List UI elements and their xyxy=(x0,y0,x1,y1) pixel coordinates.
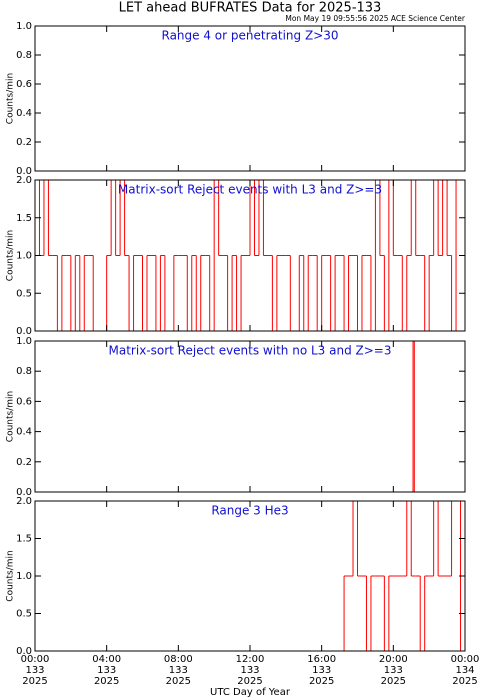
x-tick-label: 04:00 xyxy=(92,654,121,665)
panel-frame xyxy=(34,25,466,172)
y-tick-label: 0.6 xyxy=(16,396,32,407)
x-tick-label: 16:00 xyxy=(307,654,336,665)
y-tick-label: 1.0 xyxy=(16,21,32,32)
y-tick-label: 2.0 xyxy=(16,496,32,507)
y-tick-label: 1.0 xyxy=(16,571,32,582)
y-tick-label: 0.8 xyxy=(16,50,32,61)
chart-subtitle: Mon May 19 09:55:56 2025 ACE Science Cen… xyxy=(285,14,466,23)
y-tick-label: 0.6 xyxy=(16,79,32,90)
y-tick-label: 0.2 xyxy=(16,137,32,148)
x-tick-year: 2025 xyxy=(237,676,262,687)
chart-title: LET ahead BUFRATES Data for 2025-133 xyxy=(119,1,382,16)
x-tick-day: 133 xyxy=(169,665,188,676)
panel-title: Range 3 He3 xyxy=(211,504,288,518)
x-tick-year: 2025 xyxy=(166,676,191,687)
x-tick-year: 2025 xyxy=(381,676,406,687)
y-axis-label: Counts/min xyxy=(6,73,16,124)
x-tick-label: 12:00 xyxy=(236,654,265,665)
y-tick-label: 2.0 xyxy=(16,175,32,186)
x-tick-label: 00:00 xyxy=(21,654,50,665)
x-tick-year: 2025 xyxy=(22,676,47,687)
x-tick-day: 133 xyxy=(312,665,331,676)
x-tick-year: 2025 xyxy=(309,676,334,687)
panel-title: Matrix-sort Reject events with no L3 and… xyxy=(109,344,392,358)
x-tick-day: 133 xyxy=(25,665,44,676)
y-tick-label: 0.8 xyxy=(16,366,32,377)
y-tick-label: 0.2 xyxy=(16,457,32,468)
x-tick-year: 2025 xyxy=(452,676,477,687)
y-axis-label: Counts/min xyxy=(6,230,16,281)
x-axis-label: UTC Day of Year xyxy=(210,687,291,698)
y-tick-label: 1.0 xyxy=(16,251,32,262)
panel-title: Range 4 or penetrating Z>30 xyxy=(162,29,339,43)
x-tick-day: 133 xyxy=(384,665,403,676)
x-tick-day: 133 xyxy=(97,665,116,676)
y-axis-label: Counts/min xyxy=(6,391,16,442)
y-tick-label: 0.5 xyxy=(16,609,32,620)
y-tick-label: 1.5 xyxy=(16,534,32,545)
panel-title: Matrix-sort Reject events with L3 and Z>… xyxy=(118,183,382,197)
x-tick-day: 134 xyxy=(455,665,474,676)
x-tick-day: 133 xyxy=(240,665,259,676)
y-tick-label: 0.5 xyxy=(16,288,32,299)
y-tick-label: 0.0 xyxy=(16,646,32,657)
x-tick-label: 00:00 xyxy=(451,654,479,665)
y-tick-label: 0.0 xyxy=(16,166,32,177)
panel-frame xyxy=(34,340,466,493)
x-tick-label: 08:00 xyxy=(164,654,193,665)
y-tick-label: 1.0 xyxy=(16,336,32,347)
y-tick-label: 0.0 xyxy=(16,487,32,498)
x-tick-label: 20:00 xyxy=(379,654,408,665)
y-tick-label: 0.4 xyxy=(16,427,32,438)
y-tick-label: 0.0 xyxy=(16,326,32,337)
y-axis-label: Counts/min xyxy=(6,550,16,601)
y-tick-label: 1.5 xyxy=(16,213,32,224)
y-tick-label: 0.4 xyxy=(16,108,32,119)
x-tick-year: 2025 xyxy=(94,676,119,687)
